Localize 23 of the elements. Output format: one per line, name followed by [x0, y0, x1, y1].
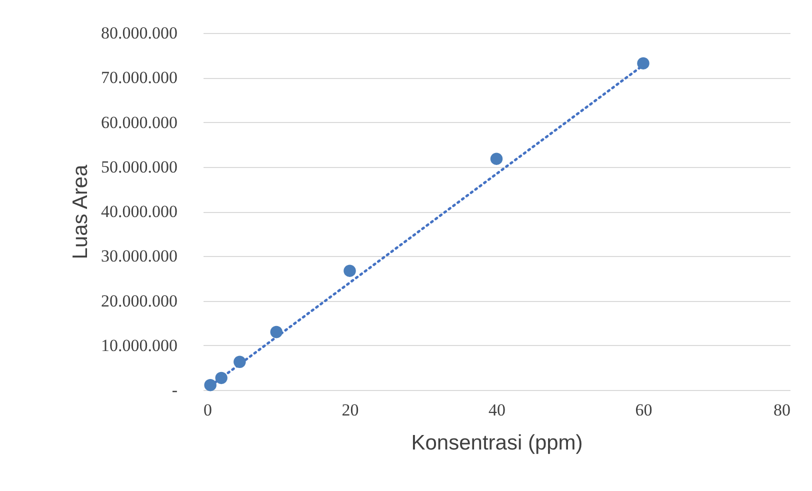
point: [637, 57, 650, 70]
y-tick-label: 20.000.000: [101, 291, 178, 310]
y-tick-label: 10.000.000: [101, 336, 178, 355]
point: [270, 326, 282, 338]
x-tick-label: 60: [635, 400, 652, 420]
x-tick-label: 40: [488, 400, 506, 420]
point: [344, 264, 356, 277]
point: [234, 356, 246, 368]
y-tick-label: 50.000.000: [101, 157, 178, 176]
y-tick-label: 60.000.000: [101, 112, 178, 132]
y-tick-label: 80.000.000: [101, 24, 178, 42]
x-axis-title: Konsentrasi (ppm): [411, 432, 583, 454]
x-tick-label: 20: [342, 400, 359, 420]
point: [215, 372, 228, 384]
y-axis-title: Luas Area: [69, 164, 92, 260]
point: [204, 378, 216, 392]
x-tick-label: 0: [204, 400, 212, 420]
y-tick-label: -: [172, 380, 178, 400]
y-tick-label: 70.000.000: [101, 68, 178, 88]
y-tick-label: 40.000.000: [101, 202, 178, 221]
point: [490, 152, 503, 165]
y-tick-label: 30.000.000: [101, 246, 178, 266]
x-tick-label: 80: [774, 400, 790, 420]
